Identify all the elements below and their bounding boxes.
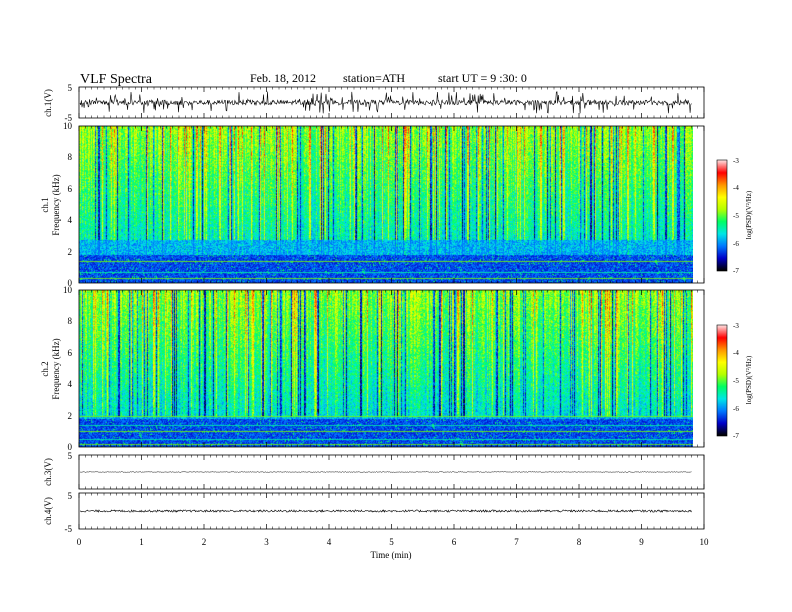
x-tick-label: 9 [639,537,644,547]
ch1-colorbar-label: log(PSD)(V²/Hz) [745,190,753,239]
ch1-spec-tick-10: 10 [63,121,73,131]
ch2-spec-tick-0: 0 [68,442,73,452]
ch3-wave-panel: 5 ch.3(V) [43,451,705,490]
ch1-spec-tick-6: 6 [68,184,73,194]
ch2-spec-tick-2: 2 [68,411,73,421]
ch1-colorbar: -3 -4 -5 -6 -7 log(PSD)(V²/Hz) [716,157,753,275]
ch1-colorbar-tick-m3: -3 [733,157,739,165]
ch1-colorbar-tick-m7: -7 [733,267,739,275]
ch2-spec-panel: 0 2 4 6 8 10 ch.2 Frequency (kHz) [40,285,705,452]
x-tick-label: 0 [77,537,82,547]
ch1-colorbar-tick-m6: -6 [733,240,739,248]
ch2-spec-tick-8: 8 [68,316,73,326]
x-tick-label: 6 [452,537,457,547]
ch2-colorbar-gradient [717,325,727,436]
ch1-spec-tick-8: 8 [68,152,73,162]
date-label: Feb. 18, 2012 [250,71,316,85]
ch1-spec-ylabel: Frequency (kHz) [51,174,61,235]
ch2-colorbar-tick-m4: -4 [733,349,739,357]
ch2-colorbar-tick-m5: -5 [733,377,739,385]
ch2-colorbar: -3 -4 -5 -6 -7 log(PSD)(V²/Hz) [716,322,753,440]
ch3-wave-line [79,471,692,473]
time-axis: 0 1 2 3 4 5 6 7 8 9 10 [77,87,709,547]
ch2-spec-tick-6: 6 [68,348,73,358]
ch2-spec-ylabel: Frequency (kHz) [51,338,61,399]
ch1-spec-tick-0: 0 [68,278,73,288]
ch2-spectrogram-image [79,290,693,447]
chart-title: VLF Spectra [80,72,153,87]
ch1-spec-tick-2: 2 [68,247,73,257]
ch2-colorbar-label: log(PSD)(V²/Hz) [745,355,753,404]
ch2-colorbar-tick-m6: -6 [733,405,739,413]
ch1-colorbar-tick-m5: -5 [733,212,739,220]
x-tick-label: 8 [577,537,582,547]
ch2-spec-channel-label: ch.2 [40,361,50,376]
ch1-wave-tick-bottom: -5 [65,113,73,123]
ch1-spec-panel: 0 2 4 6 8 10 ch.1 Frequency (kHz) [40,121,705,288]
ch4-wave-panel: 5 -5 ch.4(V) [43,491,705,534]
ch1-colorbar-gradient [717,160,727,271]
ch4-wave-ylabel: ch.4(V) [43,497,53,525]
ch1-wave-ylabel: ch.1(V) [43,89,53,117]
ch1-spec-tick-4: 4 [68,215,73,225]
x-tick-label: 4 [327,537,332,547]
ch2-colorbar-tick-m7: -7 [733,432,739,440]
ch1-wave-line [79,91,692,114]
ch1-wave-panel: 5 -5 ch.1(V) [43,83,705,123]
x-tick-label: 7 [514,537,519,547]
time-axis-minor-ticks [85,87,698,529]
x-tick-label: 3 [264,537,269,547]
ch1-spec-channel-label: ch.1 [40,197,50,212]
ch1-spectrogram-image [79,126,693,283]
x-tick-label: 1 [139,537,144,547]
ch4-wave-line [80,509,692,513]
ch1-colorbar-frame [716,159,728,272]
ch2-spec-tick-4: 4 [68,379,73,389]
ch1-colorbar-tick-m4: -4 [733,184,739,192]
x-tick-label: 5 [389,537,394,547]
ch3-wave-ylabel: ch.3(V) [43,458,53,486]
x-tick-label: 2 [202,537,207,547]
start-time-label: start UT = 9 :30: 0 [438,71,527,85]
ch4-wave-tick-bottom: -5 [65,524,73,534]
ch2-colorbar-tick-m3: -3 [733,322,739,330]
ch1-wave-tick-top: 5 [68,83,73,93]
ch3-wave-tick-top: 5 [68,451,73,461]
x-tick-label: 10 [700,537,710,547]
time-axis-label: Time (min) [371,550,412,560]
ch4-wave-tick-top: 5 [68,491,73,501]
ch2-spec-tick-10: 10 [63,285,73,295]
ch2-colorbar-frame [716,324,728,437]
station-label: station=ATH [343,71,405,85]
